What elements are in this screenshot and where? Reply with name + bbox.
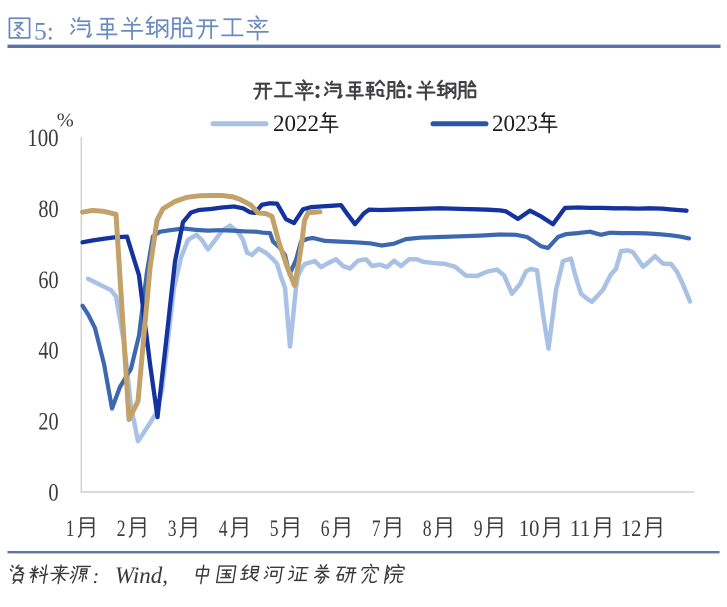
svg-text::: : [91,564,101,588]
svg-text:2023: 2023 [492,111,538,136]
svg-text:10: 10 [519,516,540,541]
svg-text:Wind,: Wind, [115,563,168,588]
svg-text:3: 3 [168,516,177,541]
svg-text:8: 8 [423,516,432,541]
svg-text:80: 80 [38,196,58,223]
svg-text:11: 11 [570,516,591,541]
svg-text:7: 7 [372,516,381,541]
svg-text:1: 1 [66,516,75,541]
svg-text:%: % [57,111,74,132]
svg-text:9: 9 [474,516,483,541]
svg-text:100: 100 [27,125,58,152]
svg-text:4: 4 [219,516,228,541]
svg-text:20: 20 [38,409,58,436]
svg-text:5:: 5: [34,17,54,46]
svg-text:6: 6 [321,516,330,541]
svg-text:5: 5 [270,516,279,541]
svg-text:2: 2 [117,516,126,541]
svg-text:2022: 2022 [273,111,319,136]
svg-text:0: 0 [48,480,58,507]
svg-text:60: 60 [38,267,58,294]
svg-text:12: 12 [621,516,642,541]
svg-text:40: 40 [38,338,58,365]
